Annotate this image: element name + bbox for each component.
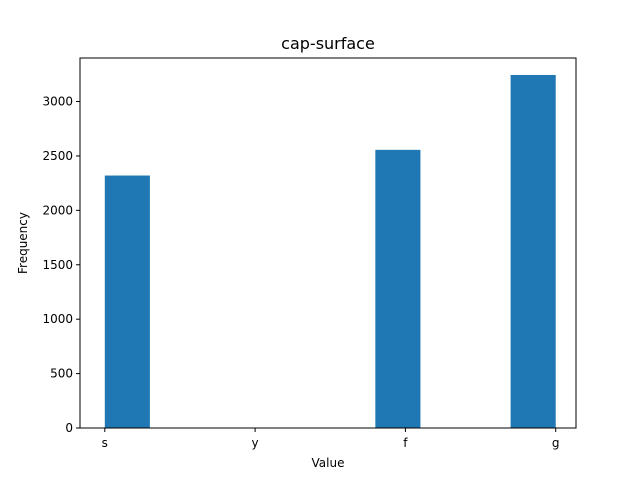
bar-6 xyxy=(375,149,421,429)
x-tick-label-0: s xyxy=(102,436,108,450)
plot-area-frame xyxy=(79,57,577,429)
y-tick-label-4: 2000 xyxy=(42,203,73,217)
x-tick-label-3: g xyxy=(552,436,560,450)
x-tick-label-1: y xyxy=(252,436,259,450)
x-tick-label-2: f xyxy=(403,436,408,450)
bars-group xyxy=(104,74,556,429)
y-tick-label-1: 500 xyxy=(50,367,73,381)
y-tick-label-2: 1000 xyxy=(42,312,73,326)
y-axis-ticks: 0 500 1000 1500 2000 2500 3000 xyxy=(42,95,80,435)
bar-0 xyxy=(104,175,150,428)
x-axis-label: Value xyxy=(312,456,345,470)
chart-title: cap-surface xyxy=(281,34,375,53)
y-tick-label-6: 3000 xyxy=(42,95,73,109)
y-tick-label-3: 1500 xyxy=(42,258,73,272)
y-tick-label-5: 2500 xyxy=(42,149,73,163)
bar-9 xyxy=(510,74,556,428)
y-axis-label: Frequency xyxy=(16,212,30,274)
y-tick-label-0: 0 xyxy=(65,421,73,435)
